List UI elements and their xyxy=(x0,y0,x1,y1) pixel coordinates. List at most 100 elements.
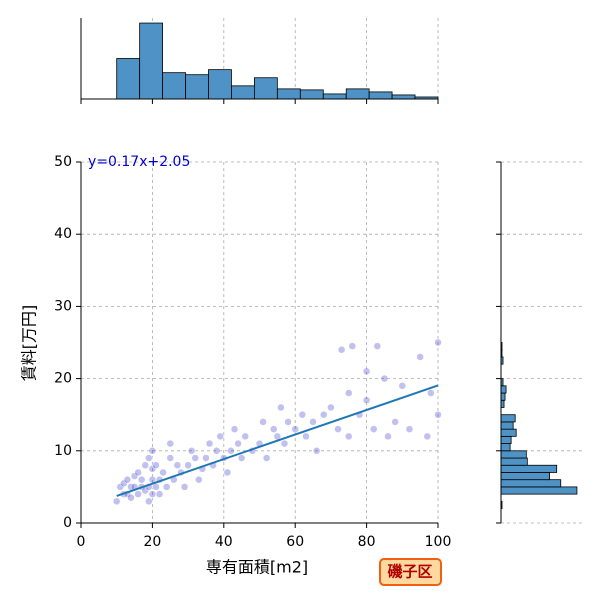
histogram-bar xyxy=(276,88,301,100)
scatter-point xyxy=(162,483,171,491)
histogram-bar xyxy=(500,486,578,495)
scatter-point xyxy=(123,475,132,484)
scatter-point xyxy=(155,490,164,498)
scatter-point xyxy=(259,418,267,426)
histogram-bar xyxy=(500,457,528,466)
histogram-bar xyxy=(185,74,209,100)
scatter-point xyxy=(373,342,382,350)
scatter-point xyxy=(362,396,371,405)
scatter-point xyxy=(184,461,192,469)
scatter-point xyxy=(405,425,414,433)
scatter-point xyxy=(369,425,378,433)
scatter-point xyxy=(280,439,289,448)
scatter-point xyxy=(212,447,221,455)
scatter-point xyxy=(134,490,142,498)
y-tick-label: 20 xyxy=(54,371,72,387)
histogram-bar xyxy=(345,88,370,100)
histogram-bar xyxy=(391,94,416,100)
x-tick-label: 40 xyxy=(215,534,233,550)
scatter-point xyxy=(309,418,317,426)
scatter-point xyxy=(312,447,321,455)
scatter-point xyxy=(230,425,239,433)
badge: 磯子区 xyxy=(387,563,432,581)
histogram-bar xyxy=(500,421,514,430)
scatter-point xyxy=(223,468,232,477)
histogram-bar xyxy=(500,479,562,488)
scatter-point xyxy=(348,342,357,350)
x-tick-label: 80 xyxy=(358,534,376,550)
scatter-point xyxy=(195,475,203,484)
scatter-point xyxy=(159,468,167,477)
y-tick-label: 50 xyxy=(54,154,72,170)
scatter-point xyxy=(216,432,224,441)
histogram-bar xyxy=(208,69,232,100)
histogram-bar xyxy=(500,385,507,394)
scatter-point xyxy=(227,447,235,455)
scatter-point xyxy=(205,439,214,448)
scatter-point xyxy=(384,432,392,441)
histogram-bar xyxy=(500,428,517,437)
histogram-bar xyxy=(500,450,527,459)
y-axis-label: 賃料[万円] xyxy=(20,305,39,382)
scatter-point xyxy=(291,425,299,433)
histogram-bar xyxy=(500,443,511,452)
histogram-bar xyxy=(368,91,393,100)
scatter-point xyxy=(391,418,399,426)
scatter-point xyxy=(180,483,189,491)
scatter-point xyxy=(134,468,142,477)
histogram-bar xyxy=(500,472,550,481)
scatter-point xyxy=(327,403,335,412)
scatter-point xyxy=(166,454,174,462)
scatter-point xyxy=(202,454,210,462)
x-axis-label: 専有面積[m2] xyxy=(206,558,308,577)
scatter-point xyxy=(152,461,160,469)
scatter-point xyxy=(145,454,153,462)
regression-label: y=0.17x+2.05 xyxy=(88,154,190,170)
scatter-point xyxy=(270,425,278,433)
scatter-point xyxy=(148,447,157,455)
regression-line xyxy=(116,384,439,497)
scatter-point xyxy=(148,490,157,498)
scatter-point xyxy=(434,410,442,419)
y-tick-label: 10 xyxy=(54,443,72,459)
scatter-point xyxy=(152,483,160,491)
scatter-point xyxy=(234,439,242,448)
scatter-point xyxy=(345,389,353,397)
scatter-point xyxy=(137,475,146,484)
y-tick-label: 0 xyxy=(63,515,72,531)
scatter-point xyxy=(337,345,346,354)
x-tick-label: 20 xyxy=(143,534,161,550)
histogram-bar xyxy=(299,89,324,100)
histogram-bar xyxy=(231,85,255,100)
scatter-point xyxy=(345,432,353,441)
scatter-point xyxy=(173,461,182,469)
scatter-point xyxy=(241,432,249,441)
x-tick-label: 60 xyxy=(286,534,304,550)
scatter-point xyxy=(362,367,371,376)
histogram-bar xyxy=(500,392,506,401)
scatter-point xyxy=(127,493,135,502)
scatter-point xyxy=(398,382,407,390)
scatter-point xyxy=(187,447,196,455)
scatter-point xyxy=(302,432,310,441)
scatter-point xyxy=(334,425,342,433)
y-tick-label: 30 xyxy=(54,298,72,314)
scatter-point xyxy=(237,454,246,462)
scatter-point xyxy=(320,410,328,419)
histogram-bar xyxy=(116,58,141,100)
scatter-point xyxy=(277,403,285,412)
scatter-point xyxy=(166,439,174,448)
histogram-bar xyxy=(500,414,516,423)
scatter-point xyxy=(191,454,199,462)
scatter-point xyxy=(145,497,153,506)
scatter-point xyxy=(380,374,389,383)
histogram-bar xyxy=(162,72,186,100)
scatter-point xyxy=(284,418,292,426)
scatter-point xyxy=(434,338,442,347)
scatter-point xyxy=(141,461,150,469)
histogram-bar xyxy=(500,464,558,473)
histogram-bar xyxy=(253,77,278,100)
scatter-point xyxy=(423,432,432,441)
